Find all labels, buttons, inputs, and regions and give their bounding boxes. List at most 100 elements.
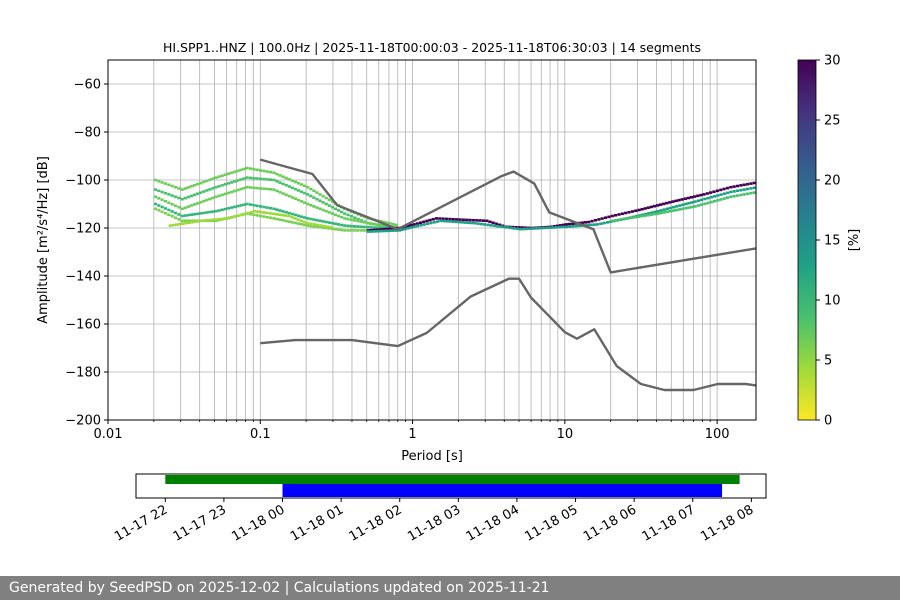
pdf-cell <box>589 223 593 227</box>
pdf-cell <box>236 179 240 182</box>
pdf-cell <box>220 208 224 212</box>
pdf-cell <box>208 188 212 191</box>
pdf-cell <box>192 212 197 216</box>
pdf-cell <box>330 200 334 203</box>
pdf-cell <box>183 219 187 223</box>
pdf-cell <box>312 196 316 199</box>
pdf-cell <box>153 207 158 211</box>
pdf-cell <box>278 209 282 212</box>
timeline-tick-label: 11-18 00 <box>229 502 287 544</box>
pdf-cell <box>712 190 716 193</box>
pdf-cell <box>220 174 224 177</box>
pdf-cell <box>252 213 256 217</box>
pdf-cell <box>486 223 490 227</box>
y-tick-label: −60 <box>74 78 101 93</box>
pdf-cell <box>245 166 249 170</box>
pdf-cell <box>372 226 376 229</box>
pdf-cell <box>299 200 304 203</box>
pdf-cell <box>233 170 237 174</box>
pdf-cell <box>593 218 598 222</box>
timeline-tick-label: 11-18 01 <box>288 502 346 544</box>
pdf-cell <box>375 226 379 230</box>
timeline-tick-label: 11-18 02 <box>347 502 405 544</box>
pdf-cell <box>315 218 319 222</box>
pdf-cell <box>630 210 634 213</box>
pdf-cell <box>309 187 313 191</box>
pdf-cell <box>568 222 572 226</box>
y-tick-label: −200 <box>65 414 101 429</box>
pdf-cell <box>216 218 220 221</box>
pdf-cell <box>226 182 231 185</box>
pdf-cell <box>321 194 325 198</box>
pdf-cell <box>168 224 172 227</box>
pdf-cell <box>451 220 455 223</box>
pdf-cell <box>693 205 697 208</box>
pdf-cell <box>429 221 433 225</box>
pdf-cell <box>163 207 168 210</box>
pdf-cell <box>167 183 171 187</box>
pdf-cell <box>177 187 181 190</box>
pdf-cell <box>677 198 681 202</box>
pdf-cell <box>571 222 575 226</box>
pdf-cell <box>287 185 291 188</box>
pdf-cell <box>177 206 181 209</box>
pdf-cell <box>333 213 338 217</box>
pdf-cell <box>438 217 442 220</box>
pdf-cell <box>479 222 483 226</box>
pdf-cell <box>256 210 260 213</box>
pdf-cell <box>321 226 325 229</box>
pdf-cell <box>504 225 508 229</box>
pdf-cell <box>665 201 669 205</box>
pdf-cell <box>499 225 503 228</box>
pdf-cell <box>739 193 743 197</box>
pdf-cell <box>689 195 694 199</box>
pdf-cell <box>309 222 313 226</box>
pdf-cell <box>678 204 682 207</box>
pdf-cell <box>352 229 357 232</box>
pdf-cell <box>550 225 554 229</box>
x-tick-label: 1 <box>408 427 416 442</box>
pdf-cell <box>293 187 298 191</box>
pdf-cell <box>745 192 750 196</box>
pdf-cell <box>180 207 184 211</box>
pdf-cell <box>319 224 323 227</box>
pdf-cell <box>571 225 575 228</box>
colorbar-tick-label: 0 <box>824 414 832 429</box>
pdf-cell <box>258 169 263 172</box>
pdf-cell <box>752 191 756 194</box>
pdf-cell <box>514 225 518 229</box>
pdf-cell <box>372 230 377 233</box>
pdf-cell <box>458 218 462 221</box>
pdf-cell <box>356 217 360 221</box>
pdf-cell <box>444 217 449 221</box>
pdf-cell <box>275 208 279 211</box>
pdf-cell <box>732 190 736 193</box>
pdf-cell <box>434 217 439 220</box>
pdf-cell <box>564 223 569 226</box>
pdf-cell <box>220 193 224 197</box>
pdf-cell <box>302 220 307 224</box>
pdf-cell <box>356 225 360 228</box>
pdf-cell <box>173 216 178 220</box>
pdf-cell <box>729 190 733 194</box>
pdf-cell <box>153 202 158 206</box>
pdf-cell <box>324 209 328 213</box>
noise-model-line <box>260 277 756 392</box>
pdf-cell <box>729 195 733 199</box>
pdf-cell <box>722 192 726 196</box>
timeline-bar <box>282 484 723 497</box>
pdf-cell <box>202 190 206 193</box>
pdf-cell <box>333 207 338 211</box>
timeline-tick-label: 11-17 23 <box>171 502 229 544</box>
pdf-cell <box>643 207 647 210</box>
pdf-cell <box>180 214 184 218</box>
pdf-cell <box>318 225 322 229</box>
pdf-cell <box>637 208 641 212</box>
pdf-cell <box>412 225 416 229</box>
pdf-cell <box>693 200 697 203</box>
pdf-cell <box>369 226 373 229</box>
colorbar-tick-label: 10 <box>824 294 841 309</box>
pdf-cell <box>327 211 331 214</box>
pdf-cell <box>229 190 234 194</box>
pdf-cell <box>236 169 240 173</box>
